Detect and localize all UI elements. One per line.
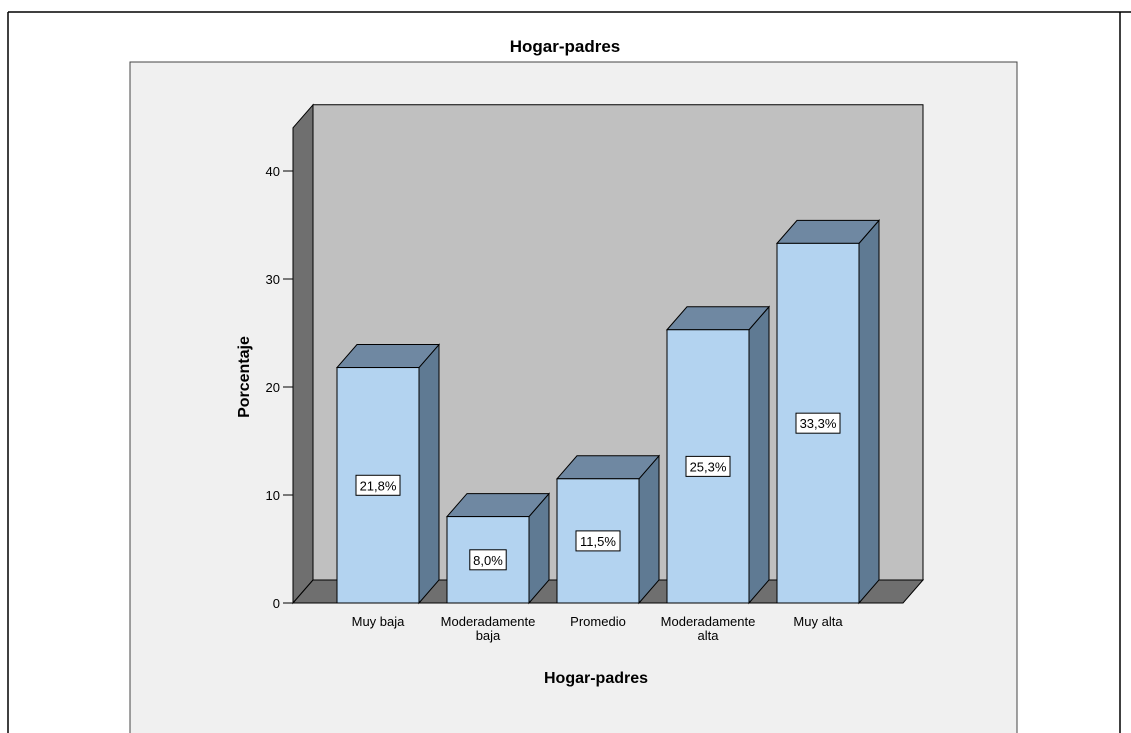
bar: 21,8% [335,343,441,605]
bar-side [418,343,440,605]
y-axis: 0 10 20 30 40 [266,164,293,611]
bar: 8,0% [445,492,551,605]
data-label: 33,3% [800,416,837,431]
bar: 33,3% [775,219,881,605]
bar-side [748,305,770,605]
data-label-box [469,549,507,571]
data-label-box [795,412,841,434]
y-tick-label: 0 [273,596,280,611]
y-axis-title: Porcentaje [236,336,253,418]
x-tick-label: Moderadamente baja [441,614,536,643]
plot-left-wall [292,103,314,605]
data-label: 21,8% [360,478,397,493]
y-tick-label: 40 [266,164,280,179]
data-label-box [355,474,401,496]
bar-side [858,219,880,605]
x-tick-label: Promedio [570,614,626,629]
x-axis: Muy baja Moderadamente baja Promedio Moderad… [352,614,844,643]
x-tick-label: Moderadamente alta [661,614,756,643]
bar-side [638,454,660,605]
bars: 21,8% 8,0% 11,5% 25,3% 33,3% [335,219,881,605]
data-label: 8,0% [473,553,503,568]
x-axis-title: Hogar-padres [544,670,648,687]
bar: 25,3% [665,305,771,605]
data-label-box [685,455,731,477]
data-label: 11,5% [580,534,616,549]
data-label-box [575,530,621,552]
y-tick-label: 20 [266,380,280,395]
y-tick-label: 10 [266,488,280,503]
y-tick-label: 30 [266,272,280,287]
x-tick-label: Muy alta [793,614,843,629]
chart-title: Hogar-padres [510,37,621,56]
data-label: 25,3% [690,459,727,474]
bar: 11,5% [555,454,661,605]
x-tick-label: Muy baja [352,614,406,629]
